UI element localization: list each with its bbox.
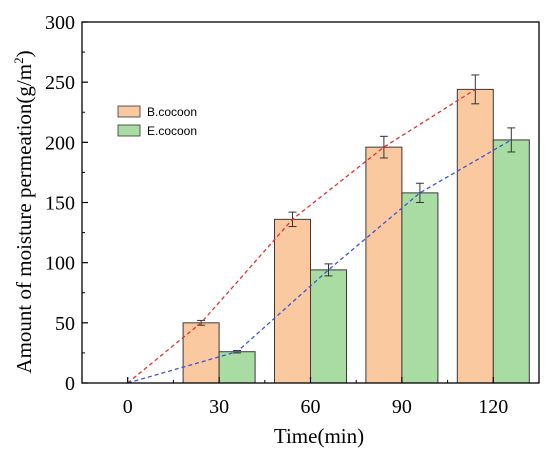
y-axis-title-main: Amount of moisture permeation(g/m (12, 64, 36, 374)
y-tick-label-250: 250 (45, 72, 75, 94)
y-axis-title: Amount of moisture permeation(g/m2) (11, 50, 36, 373)
bar-e-cocoon-30 (218, 351, 256, 384)
bar-e-cocoon-120 (492, 139, 530, 384)
y-tick-label-0: 0 (65, 373, 75, 395)
legend-label-b-cocoon: B.cocoon (147, 105, 197, 119)
x-tick-label-120: 120 (478, 396, 508, 418)
trend-lines-layer (127, 88, 512, 384)
ticks-layer: 0 50 100 150 200 250 300 0 30 60 90 120 (45, 12, 508, 418)
x-tick-label-0: 0 (123, 396, 133, 418)
x-tick-label-90: 90 (392, 396, 412, 418)
x-axis-title: Time(min) (274, 424, 364, 448)
trend-line-b-cocoon (127, 88, 476, 384)
y-tick-label-50: 50 (55, 313, 75, 335)
bars-layer (182, 88, 530, 384)
bar-e-cocoon-90 (401, 192, 439, 384)
legend-label-e-cocoon: E.cocoon (147, 124, 197, 138)
legend-swatch-b-cocoon (117, 105, 141, 118)
bar-b-cocoon-90 (365, 146, 403, 384)
legend: B.cocoon E.cocoon (117, 105, 197, 138)
y-axis-title-superscript: 2 (11, 57, 26, 64)
bar-e-cocoon-60 (310, 269, 347, 384)
bar-b-cocoon-120 (456, 88, 494, 384)
y-tick-label-100: 100 (45, 253, 75, 275)
x-tick-label-30: 30 (209, 396, 229, 418)
y-tick-label-150: 150 (45, 193, 75, 215)
x-tick-label-60: 60 (301, 396, 321, 418)
bar-b-cocoon-60 (274, 218, 311, 384)
legend-swatch-e-cocoon (117, 124, 141, 137)
y-tick-label-200: 200 (45, 132, 75, 154)
y-tick-label-300: 300 (45, 12, 75, 34)
bar-b-cocoon-30 (182, 322, 220, 384)
y-axis-title-close: ) (12, 50, 36, 57)
